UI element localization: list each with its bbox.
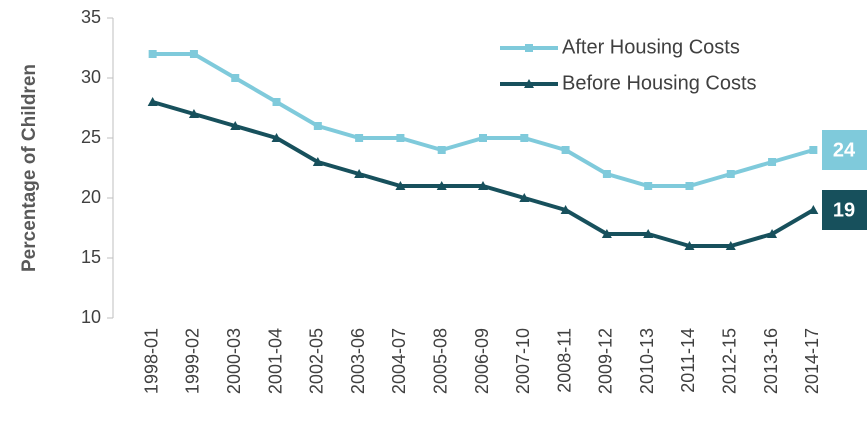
marker bbox=[148, 50, 157, 58]
marker bbox=[189, 50, 198, 58]
legend-label: After Housing Costs bbox=[562, 36, 740, 58]
y-tick-label: 15 bbox=[81, 247, 101, 267]
x-tick-label: 2010-13 bbox=[637, 328, 657, 394]
marker bbox=[767, 229, 778, 238]
x-tick-label: 2007-10 bbox=[513, 328, 533, 394]
x-tick-label: 2004-07 bbox=[389, 328, 409, 394]
end-label-box bbox=[822, 130, 867, 170]
x-tick-label: 2011-14 bbox=[678, 328, 698, 393]
end-label: 24 bbox=[833, 139, 856, 161]
legend-marker bbox=[524, 79, 534, 88]
marker bbox=[601, 229, 612, 238]
marker bbox=[726, 170, 735, 178]
marker bbox=[354, 169, 365, 178]
x-tick-label: 2000-03 bbox=[224, 328, 244, 394]
marker bbox=[643, 229, 654, 238]
marker bbox=[768, 158, 777, 166]
marker bbox=[685, 182, 694, 190]
marker bbox=[147, 97, 158, 106]
series-line bbox=[152, 100, 815, 248]
y-tick-label: 30 bbox=[81, 67, 101, 87]
marker bbox=[437, 146, 446, 154]
marker bbox=[479, 134, 487, 142]
x-tick-label: 1999-02 bbox=[183, 328, 203, 394]
x-tick-label: 2008-11 bbox=[554, 328, 574, 393]
marker bbox=[355, 134, 364, 142]
marker bbox=[809, 146, 818, 154]
marker bbox=[271, 133, 282, 142]
marker bbox=[188, 109, 199, 118]
marker bbox=[313, 122, 322, 130]
marker bbox=[436, 181, 447, 190]
y-tick-label: 10 bbox=[81, 307, 101, 327]
y-tick-label: 35 bbox=[81, 7, 101, 27]
marker bbox=[395, 181, 406, 190]
y-tick-label: 25 bbox=[81, 127, 101, 147]
marker bbox=[230, 121, 241, 130]
end-label-box bbox=[822, 190, 867, 230]
x-tick-label: 2002-05 bbox=[307, 328, 327, 394]
x-tick-label: 2013-16 bbox=[761, 328, 781, 394]
marker bbox=[396, 134, 405, 142]
marker bbox=[231, 74, 240, 82]
x-tick-label: 2012-15 bbox=[720, 328, 740, 394]
marker bbox=[478, 181, 488, 190]
marker bbox=[602, 170, 611, 178]
x-tick-label: 2009-12 bbox=[596, 328, 616, 394]
x-tick-label: 2001-04 bbox=[265, 328, 285, 394]
y-tick-label: 20 bbox=[81, 187, 101, 207]
marker bbox=[272, 98, 281, 106]
legend-marker bbox=[525, 44, 533, 52]
marker bbox=[725, 241, 736, 250]
x-tick-label: 2005-08 bbox=[430, 328, 450, 394]
y-axis-title: Percentage of Children bbox=[19, 64, 40, 272]
marker bbox=[560, 205, 571, 214]
x-tick-label: 1998-01 bbox=[141, 328, 161, 394]
marker bbox=[561, 146, 570, 154]
marker bbox=[644, 182, 653, 190]
marker bbox=[808, 205, 819, 214]
end-label: 19 bbox=[833, 199, 855, 221]
x-tick-label: 2014-17 bbox=[802, 328, 822, 394]
x-tick-label: 2003-06 bbox=[348, 328, 368, 394]
marker bbox=[312, 157, 323, 166]
marker bbox=[519, 193, 530, 202]
legend-label: Before Housing Costs bbox=[562, 72, 757, 94]
marker bbox=[684, 241, 695, 250]
marker bbox=[520, 134, 529, 142]
x-tick-label: 2006-09 bbox=[472, 328, 492, 394]
